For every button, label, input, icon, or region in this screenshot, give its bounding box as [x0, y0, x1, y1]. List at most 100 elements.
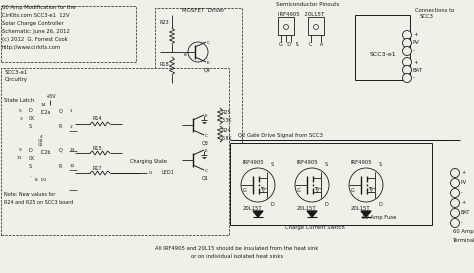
Circle shape [349, 168, 383, 202]
Text: IRF4905: IRF4905 [243, 159, 264, 165]
Text: E: E [207, 61, 210, 65]
Text: D: D [29, 108, 33, 114]
Text: G: G [243, 188, 247, 192]
Circle shape [450, 179, 459, 188]
Text: 3.3K: 3.3K [222, 117, 232, 123]
Bar [278, 17, 294, 35]
Circle shape [147, 167, 159, 179]
Text: BAT: BAT [461, 210, 470, 215]
Text: 9: 9 [19, 148, 22, 152]
Text: 3: 3 [19, 117, 22, 121]
Circle shape [450, 218, 459, 227]
Bar [155, 8, 242, 148]
Text: S: S [29, 124, 32, 129]
Circle shape [450, 209, 459, 218]
Text: R24 and R25 on SCC3 board: R24 and R25 on SCC3 board [4, 200, 73, 204]
Text: Q: Q [59, 147, 63, 153]
Text: 5: 5 [19, 109, 22, 113]
Bar [230, 143, 432, 225]
Text: R24: R24 [222, 127, 232, 132]
Text: Q4: Q4 [204, 67, 211, 73]
Text: Q1: Q1 [202, 176, 209, 180]
Text: D: D [325, 203, 329, 207]
Polygon shape [307, 211, 317, 217]
Circle shape [402, 73, 411, 82]
Circle shape [295, 168, 329, 202]
Circle shape [186, 150, 206, 170]
Text: IRF4905: IRF4905 [351, 159, 373, 165]
Text: -: - [413, 76, 415, 81]
Circle shape [188, 42, 208, 62]
Text: +: + [413, 60, 418, 64]
Text: +5V: +5V [45, 94, 55, 99]
Text: R14: R14 [93, 117, 103, 121]
Text: Semiconductor Pinouts: Semiconductor Pinouts [276, 2, 339, 7]
Text: http://www.cirkits.com: http://www.cirkits.com [2, 45, 61, 50]
Text: G   D   S: G D S [279, 41, 299, 46]
Text: C: C [207, 41, 210, 45]
Text: IRF4905: IRF4905 [297, 159, 319, 165]
Text: C: C [205, 134, 208, 138]
Bar [1, 6, 136, 62]
Text: SCC3: SCC3 [420, 14, 434, 19]
Text: R18: R18 [160, 63, 170, 67]
Circle shape [283, 25, 289, 29]
Text: 60 Amp: 60 Amp [453, 230, 474, 235]
Text: 20L15T: 20L15T [297, 206, 317, 210]
Text: G: G [297, 188, 301, 192]
Text: 13: 13 [70, 148, 75, 152]
Circle shape [402, 66, 411, 75]
Text: 60 Amp Fuse: 60 Amp Fuse [362, 215, 396, 221]
Text: SCC3-e1: SCC3-e1 [5, 70, 28, 75]
Text: Circuitry: Circuitry [5, 78, 28, 82]
Text: D: D [29, 147, 33, 153]
Text: E: E [205, 149, 208, 153]
Text: S: S [325, 162, 328, 168]
Text: Connections to: Connections to [415, 7, 455, 13]
Text: R17: R17 [93, 165, 103, 171]
Bar [355, 15, 410, 80]
Text: D: D [271, 203, 275, 207]
Text: -: - [461, 221, 463, 225]
Text: (c) 2012  G. Forrest Cook: (c) 2012 G. Forrest Cook [2, 37, 68, 42]
Text: R25: R25 [222, 109, 232, 114]
Text: 12: 12 [70, 164, 75, 168]
Bar [308, 17, 324, 35]
Text: -: - [30, 174, 32, 178]
Text: C     A: C A [309, 41, 323, 46]
Bar [1, 68, 229, 235]
Text: PV: PV [461, 180, 467, 185]
Text: Charge Current Switch: Charge Current Switch [285, 225, 345, 230]
Text: S: S [271, 162, 274, 168]
Circle shape [450, 198, 459, 207]
Text: LED1: LED1 [162, 171, 175, 176]
Text: +: + [461, 200, 465, 206]
Text: -: - [413, 49, 415, 54]
Text: S: S [29, 164, 32, 168]
Polygon shape [361, 211, 371, 217]
Text: Q: Q [59, 108, 63, 114]
Text: All IRF4905 and 20L15 should be insulated from the heat sink: All IRF4905 and 20L15 should be insulate… [155, 245, 319, 251]
Text: R15: R15 [93, 146, 103, 150]
Circle shape [402, 58, 411, 67]
Text: IRF4905   20L15T: IRF4905 20L15T [278, 11, 324, 16]
Text: Charging State: Charging State [130, 159, 167, 165]
Polygon shape [253, 211, 263, 217]
Text: Q1: Q1 [38, 139, 44, 143]
Text: or on individual isolated heat sinks: or on individual isolated heat sinks [191, 254, 283, 260]
Bar [27, 106, 69, 136]
Circle shape [241, 168, 275, 202]
Text: CK: CK [29, 156, 35, 161]
Text: -: - [461, 191, 463, 195]
Text: Q2 Gate Drive Signal from SCC3: Q2 Gate Drive Signal from SCC3 [238, 133, 323, 138]
Circle shape [450, 188, 459, 197]
Text: IC2a: IC2a [41, 111, 51, 115]
Text: 1: 1 [70, 109, 73, 113]
Text: 2: 2 [70, 125, 73, 129]
Text: B: B [184, 53, 187, 57]
Text: PV: PV [413, 40, 420, 46]
Text: IC2b: IC2b [41, 150, 51, 155]
Text: BAT: BAT [413, 67, 423, 73]
Text: G: G [148, 171, 152, 175]
Text: +: + [461, 171, 465, 176]
